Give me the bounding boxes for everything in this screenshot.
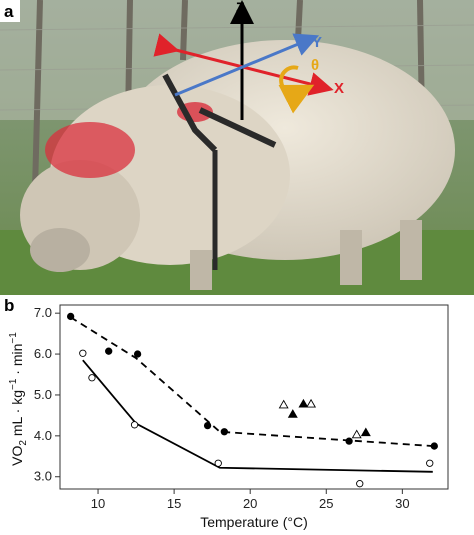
filled-circle-point (133, 350, 142, 358)
x-axis-label: X (334, 80, 344, 97)
theta-rotation-arrow (278, 65, 315, 114)
plot-frame (59, 304, 449, 490)
filled-circle-point (345, 437, 353, 445)
panel-label-b: b (4, 296, 14, 315)
y-title-rest: mL · kg (9, 390, 25, 440)
y-axis-arrow (174, 33, 320, 97)
x-tick-label: 15 (167, 496, 181, 511)
x-axis-ticks: 10 15 20 25 30 (91, 489, 410, 511)
y-title-sup1: −1 (8, 378, 19, 390)
dashed-fit-line (70, 316, 433, 447)
open-triangle-point (306, 398, 317, 408)
filled-circle-point (67, 312, 75, 321)
open-circle-point (130, 421, 139, 429)
solid-fit-line (82, 359, 433, 473)
z-axis-label: Z (236, 0, 245, 15)
open-circle-point (426, 459, 434, 467)
data-markers (67, 312, 438, 488)
open-triangle-point (278, 399, 289, 409)
open-circle-point (214, 459, 222, 467)
y-axis-title: VO2 mL · kg−1 · min−1 (8, 332, 29, 466)
filled-circle-point (220, 428, 228, 436)
y-axis-label: Y (312, 34, 322, 51)
filled-triangle-point (287, 409, 298, 418)
panel-label-a: a (4, 2, 14, 21)
orientation-axes: Z Y X θ (153, 0, 344, 120)
open-circle-point (88, 374, 96, 382)
y-title-main: VO (9, 445, 25, 465)
x-axis-title: Temperature (°C) (200, 514, 308, 530)
open-circle-point (79, 349, 87, 357)
y-tick-label: 7.0 (34, 305, 52, 320)
y-title-sup2: −1 (8, 332, 19, 344)
filled-triangle-point (298, 398, 309, 408)
filled-circle-point (105, 347, 113, 355)
y-tick-label: 6.0 (34, 346, 52, 361)
y-axis-ticks: 3.0 4.0 5.0 6.0 7.0 (34, 305, 60, 484)
x-tick-label: 30 (395, 496, 409, 511)
x-tick-label: 10 (91, 496, 105, 511)
x-tick-label: 25 (319, 496, 333, 511)
filled-circle-point (430, 442, 438, 450)
sheep-photo: Z Y X θ a (0, 0, 474, 295)
filled-triangle-point (360, 427, 371, 437)
y-title-sub: 2 (18, 440, 29, 446)
filled-circle-point (203, 421, 212, 430)
y-tick-label: 5.0 (34, 387, 52, 402)
y-tick-label: 4.0 (34, 428, 52, 443)
open-circle-point (356, 480, 364, 488)
vo2-chart: b 10 15 20 25 30 3.0 4.0 5.0 6.0 7.0 Temperature… (4, 296, 449, 530)
y-tick-label: 3.0 (34, 469, 52, 484)
y-title-mid: · min (9, 344, 25, 379)
x-tick-label: 20 (243, 496, 257, 511)
fit-lines (70, 316, 433, 473)
theta-label: θ (311, 57, 319, 74)
open-triangle-point (351, 429, 362, 439)
